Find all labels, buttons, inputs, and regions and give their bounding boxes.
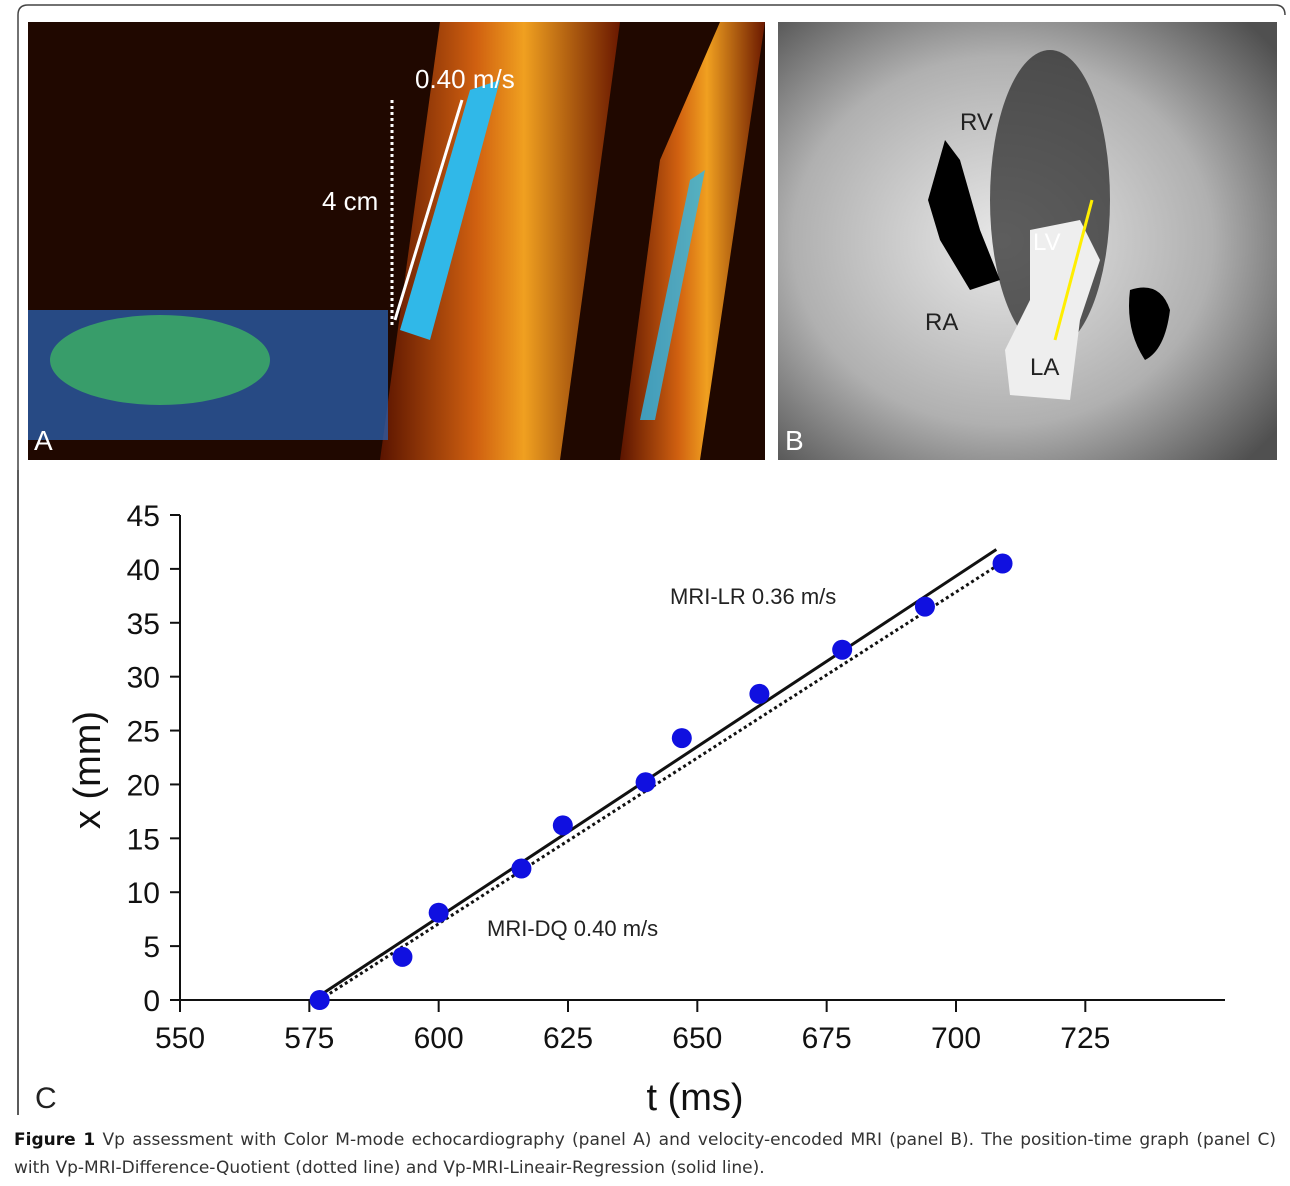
annotation: MRI-LR 0.36 m/s — [670, 584, 836, 609]
caption: Figure 1 Vp assessment with Color M-mode… — [14, 1126, 1276, 1182]
y-tick-label: 15 — [127, 823, 160, 856]
lv-label: LV — [1033, 229, 1061, 256]
x-tick-label: 725 — [1060, 1022, 1110, 1055]
y-tick-label: 30 — [127, 662, 160, 695]
rv-label: RV — [960, 109, 993, 136]
x-tick-label: 550 — [155, 1022, 205, 1055]
fit-line — [312, 548, 998, 1002]
y-tick-label: 20 — [127, 769, 160, 802]
data-point — [635, 772, 656, 793]
data-point — [511, 858, 532, 879]
panel-label: B — [785, 425, 804, 456]
y-tick-label: 35 — [127, 608, 160, 641]
fit-line — [318, 562, 1002, 1002]
data-point — [552, 815, 573, 836]
data-point — [832, 639, 853, 660]
x-tick-label: 675 — [802, 1022, 852, 1055]
figure: 0.40 m/s 4 cm A RV LV RA LA B C t (ms) x… — [17, 4, 1286, 1119]
y-tick-label: 45 — [127, 500, 160, 533]
panel-b: RV LV RA LA B — [778, 22, 1277, 460]
caption-label: Figure 1 — [14, 1130, 96, 1150]
panel-label: A — [34, 425, 53, 456]
y-tick-label: 0 — [143, 985, 160, 1018]
data-point — [309, 990, 330, 1010]
distance-label: 4 cm — [322, 186, 378, 216]
y-tick-label: 40 — [127, 554, 160, 587]
velocity-label: 0.40 m/s — [415, 64, 515, 94]
y-tick-label: 5 — [143, 931, 160, 964]
x-tick-label: 700 — [931, 1022, 981, 1055]
panel-label: C — [35, 1082, 57, 1115]
data-point — [428, 902, 449, 923]
frame — [17, 4, 1286, 1115]
caption-text: Vp assessment with Color M-mode echocard… — [14, 1130, 1276, 1178]
y-tick-label: 10 — [127, 877, 160, 910]
panel-a: 0.40 m/s 4 cm A — [28, 22, 765, 460]
y-tick-label: 25 — [127, 716, 160, 749]
ra-label: RA — [925, 309, 958, 336]
x-tick-label: 625 — [543, 1022, 593, 1055]
data-point — [392, 946, 413, 967]
y-axis-title: x (mm) — [67, 711, 109, 829]
x-tick-label: 575 — [284, 1022, 334, 1055]
data-point — [914, 596, 935, 617]
x-tick-label: 650 — [672, 1022, 722, 1055]
x-axis-title: t (ms) — [646, 1077, 743, 1119]
annotation: MRI-DQ 0.40 m/s — [487, 916, 658, 941]
x-tick-label: 600 — [414, 1022, 464, 1055]
data-point — [749, 683, 770, 704]
data-point — [992, 553, 1013, 574]
data-point — [671, 728, 692, 749]
la-label: LA — [1030, 354, 1059, 381]
